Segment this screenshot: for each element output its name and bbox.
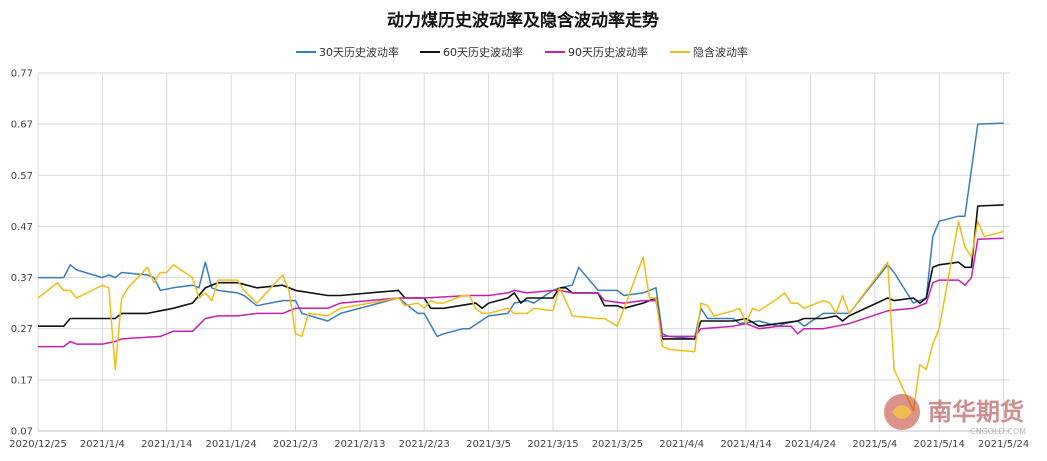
series-line — [38, 237, 1004, 348]
legend-label: 30天历史波动率 — [319, 45, 399, 59]
series-lines — [37, 122, 1004, 412]
x-tick-label: 2021/1/24 — [205, 439, 256, 450]
watermark-sub: CNGOLD.COM — [970, 427, 1026, 436]
x-tick-label: 2021/3/15 — [527, 439, 578, 450]
legend-label: 90天历史波动率 — [568, 45, 648, 59]
x-tick-label: 2021/2/23 — [399, 439, 450, 450]
chart-title: 动力煤历史波动率及隐含波动率走势 — [387, 10, 659, 31]
y-tick-label: 0.17 — [11, 375, 33, 386]
series-line — [38, 204, 1004, 340]
y-axis-ticks: 0.07 0.17 0.27 0.37 0.47 0.57 0.67 0.77 — [11, 69, 33, 438]
legend: 30天历史波动率 60天历史波动率 90天历史波动率 隐含波动率 — [296, 45, 748, 59]
x-tick-label: 2021/3/25 — [592, 439, 643, 450]
x-tick-label: 2021/1/14 — [141, 439, 192, 450]
y-tick-label: 0.07 — [11, 427, 33, 438]
x-tick-label: 2020/12/25 — [9, 439, 67, 450]
x-tick-label: 2021/2/3 — [273, 439, 318, 450]
y-tick-label: 0.47 — [11, 222, 33, 233]
swirl-logo-icon — [884, 394, 920, 430]
legend-label: 隐含波动率 — [693, 45, 748, 59]
x-tick-label: 2021/5/4 — [852, 439, 897, 450]
x-axis-ticks: 2020/12/25 2021/1/4 2021/1/14 2021/1/24 2021… — [9, 439, 1029, 450]
y-tick-label: 0.57 — [11, 171, 33, 182]
x-tick-label: 2021/4/24 — [785, 439, 836, 450]
grid-lines — [37, 72, 1010, 432]
series-line — [38, 122, 1004, 340]
y-tick-label: 0.77 — [11, 69, 33, 80]
watermark-label: 南华期货 — [928, 398, 1024, 426]
y-tick-label: 0.37 — [11, 273, 33, 284]
y-tick-label: 0.27 — [11, 324, 33, 335]
x-tick-label: 2021/5/24 — [978, 439, 1029, 450]
x-tick-label: 2021/5/14 — [914, 439, 965, 450]
x-tick-label: 2021/4/14 — [720, 439, 771, 450]
legend-label: 60天历史波动率 — [443, 45, 523, 59]
y-tick-label: 0.67 — [11, 120, 33, 131]
watermark: 南华期货 CNGOLD.COM — [884, 394, 1026, 436]
x-tick-label: 2021/3/5 — [466, 439, 511, 450]
x-tick-label: 2021/4/4 — [659, 439, 704, 450]
x-tick-label: 2021/2/13 — [334, 439, 385, 450]
series-line — [37, 220, 1004, 412]
x-tick-label: 2021/1/4 — [80, 439, 125, 450]
